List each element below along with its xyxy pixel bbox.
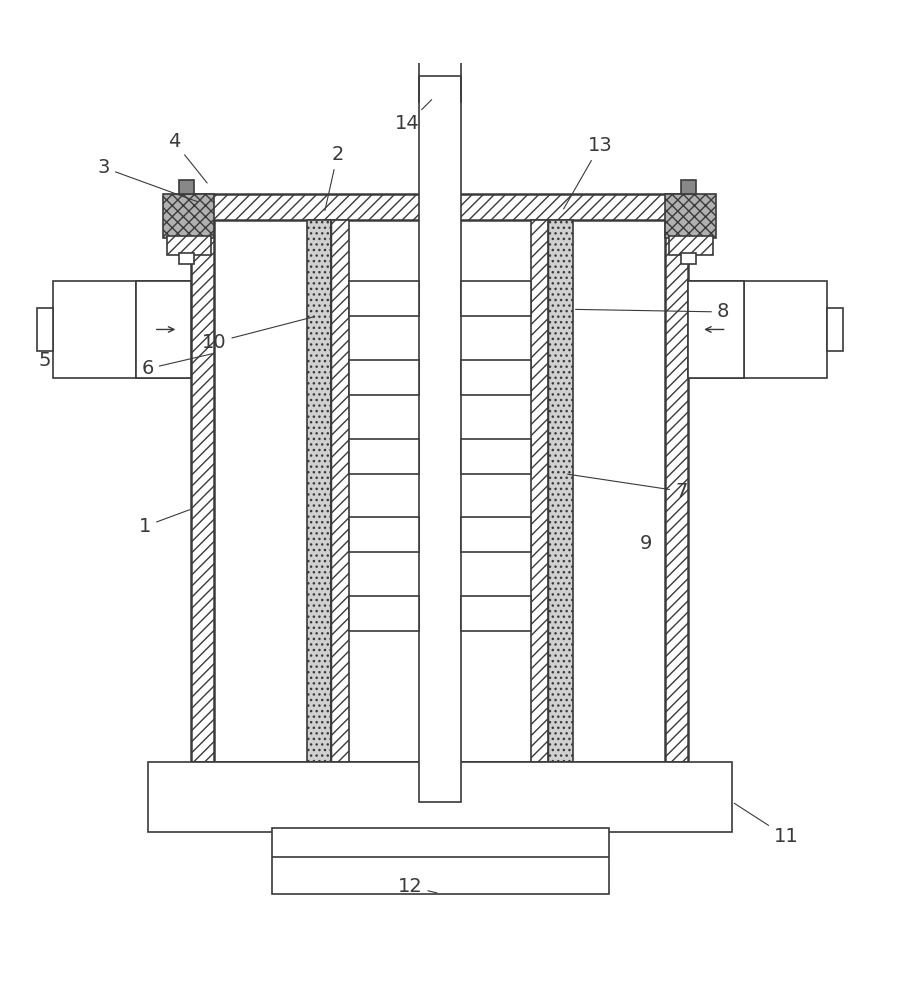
- Bar: [744, 281, 827, 378]
- Bar: [191, 203, 214, 762]
- Bar: [461, 281, 531, 316]
- Bar: [307, 220, 332, 762]
- Text: 6: 6: [141, 354, 212, 378]
- Text: 11: 11: [734, 803, 798, 846]
- Bar: [461, 360, 531, 395]
- Bar: [531, 220, 548, 762]
- Bar: [681, 253, 696, 264]
- Text: 3: 3: [97, 158, 198, 202]
- Bar: [349, 360, 419, 395]
- Bar: [179, 180, 194, 194]
- Bar: [461, 596, 531, 631]
- Bar: [332, 220, 349, 762]
- Bar: [37, 308, 53, 351]
- Text: 12: 12: [397, 877, 437, 896]
- Bar: [461, 517, 531, 552]
- Bar: [349, 439, 419, 474]
- Bar: [548, 220, 573, 762]
- Text: 9: 9: [640, 534, 652, 553]
- Bar: [163, 194, 214, 238]
- Bar: [461, 439, 531, 474]
- Text: 1: 1: [138, 510, 189, 536]
- Bar: [349, 517, 419, 552]
- Text: 4: 4: [168, 132, 207, 183]
- Bar: [419, 76, 461, 802]
- Text: 2: 2: [325, 145, 343, 210]
- Text: 7: 7: [568, 474, 687, 501]
- Bar: [349, 281, 419, 316]
- Bar: [665, 194, 716, 238]
- Bar: [53, 281, 137, 378]
- Bar: [349, 596, 419, 631]
- Bar: [167, 236, 210, 255]
- Text: 14: 14: [395, 100, 432, 133]
- Text: 5: 5: [38, 351, 51, 370]
- Bar: [148, 762, 732, 832]
- Bar: [827, 308, 843, 351]
- Bar: [191, 762, 688, 780]
- Bar: [179, 253, 194, 264]
- Text: 8: 8: [576, 302, 730, 321]
- Text: 10: 10: [202, 317, 312, 352]
- Bar: [191, 194, 688, 220]
- Text: 13: 13: [564, 136, 612, 209]
- Bar: [271, 828, 609, 894]
- Bar: [669, 236, 712, 255]
- Bar: [665, 203, 688, 762]
- Bar: [688, 281, 744, 378]
- Bar: [681, 180, 696, 194]
- Bar: [137, 281, 191, 378]
